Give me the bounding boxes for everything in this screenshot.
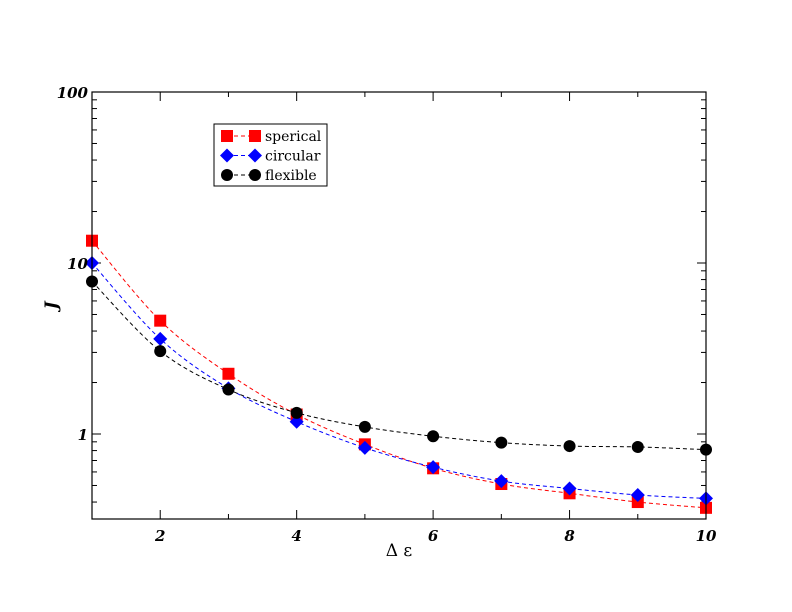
circle-marker — [358, 420, 371, 433]
square-marker — [249, 130, 261, 142]
legend-label: circular — [265, 149, 321, 165]
circle-marker — [221, 169, 233, 181]
x-tick-label: 10 — [696, 527, 717, 545]
series-line — [91, 262, 707, 499]
circle-marker — [154, 345, 167, 358]
diamond-marker — [289, 414, 304, 429]
major-ticks — [92, 91, 707, 519]
diamond-marker — [562, 481, 577, 496]
plot-frame — [91, 91, 707, 520]
x-tick-label: 4 — [291, 527, 301, 545]
legend: sperical circular flexible — [213, 123, 328, 187]
y-tick-labels: 1 10 100 — [57, 84, 89, 444]
x-axis-title: Δ ε — [386, 541, 413, 561]
series-layer — [85, 234, 713, 514]
y-tick-label: 100 — [57, 84, 89, 102]
series-circular — [85, 256, 713, 506]
circle-marker — [290, 406, 303, 419]
diamond-marker — [248, 148, 262, 163]
legend-label: flexible — [265, 168, 317, 184]
legend-item: sperical — [221, 129, 322, 145]
x-tick-label: 8 — [564, 527, 575, 545]
diamond-marker — [220, 148, 234, 163]
y-tick-label: 10 — [67, 255, 88, 273]
series-sperical — [86, 234, 712, 514]
minor-ticks — [91, 92, 706, 519]
diamond-marker — [426, 460, 441, 475]
circle-marker — [249, 169, 261, 181]
circle-marker — [631, 440, 644, 453]
legend-item: flexible — [221, 168, 317, 184]
series-line — [91, 281, 707, 451]
y-axis-title: J — [42, 301, 62, 313]
diamond-marker — [630, 487, 645, 502]
square-marker — [154, 314, 167, 327]
x-tick-labels: 2 4 6 8 10 — [154, 527, 717, 545]
x-tick-label: 2 — [154, 527, 165, 545]
series-line — [91, 240, 707, 509]
square-marker — [222, 367, 235, 380]
series-flexible — [86, 275, 712, 456]
diamond-marker — [357, 440, 372, 455]
diamond-marker — [153, 331, 168, 346]
x-tick-label: 6 — [428, 527, 439, 545]
diamond-marker — [494, 474, 509, 489]
legend-item: circular — [220, 148, 321, 165]
circle-marker — [222, 383, 235, 396]
circle-marker — [563, 440, 576, 453]
circle-marker — [495, 436, 508, 449]
square-marker — [631, 496, 644, 509]
square-marker — [221, 130, 233, 142]
circle-marker — [427, 430, 440, 443]
legend-label: sperical — [265, 129, 322, 145]
y-tick-label: 1 — [78, 426, 88, 444]
